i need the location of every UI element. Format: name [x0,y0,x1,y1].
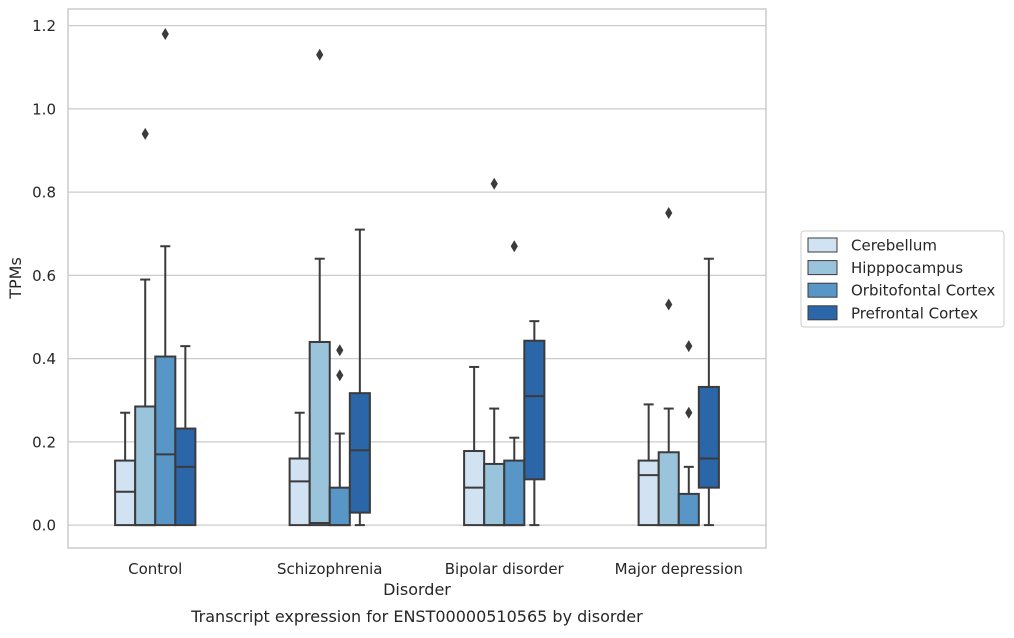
box-cerebellum [114,411,137,527]
box-cerebellum [637,403,660,527]
box-series [114,27,720,527]
legend-label: Hipppocampus [851,259,963,277]
box-hipppocampus [657,206,680,527]
box-cerebellum [288,411,311,527]
legend-swatch [807,282,838,298]
y-tick-label: 0.2 [32,433,56,451]
legend-label: Prefrontal Cortex [851,304,978,322]
box-iqr [174,427,197,527]
outlier-point [316,48,324,61]
legend-frame [800,230,1005,328]
legend-label: Cerebellum [851,237,937,255]
box-orbitofontal-cortex [503,240,526,527]
box-iqr [328,486,351,527]
legend-swatch [807,260,838,276]
legend-swatch [807,237,838,253]
box-iqr [657,451,680,527]
outlier-point [665,206,673,219]
box-iqr [348,392,371,514]
legend: Cerebellum Hipppocampus Orbitofontal Corte… [800,230,1005,328]
box-iqr [134,405,157,527]
outlier-point [161,27,169,40]
box-iqr [637,459,660,527]
box-iqr [288,457,311,527]
box-cerebellum [463,365,486,527]
box-iqr [503,459,526,527]
legend-label: Orbitofontal Cortex [851,282,995,300]
outlier-point [665,298,673,311]
box-hipppocampus [483,177,506,527]
outlier-point [685,340,693,353]
outlier-point [336,369,344,382]
box-iqr [308,340,331,527]
chart-caption: Transcript expression for ENST0000051056… [190,607,643,626]
box-iqr [483,462,506,527]
box-orbitofontal-cortex [154,27,177,527]
box-prefrontal-cortex [348,228,371,527]
y-tick-label: 1.0 [32,100,56,118]
x-tick-label: Bipolar disorder [445,560,565,578]
box-prefrontal-cortex [697,257,720,527]
outlier-point [685,406,693,419]
y-axis-ticks: 0.0 0.2 0.4 0.6 0.8 1.0 1.2 [32,17,56,534]
outlier-point [336,344,344,357]
box-iqr [677,492,700,527]
box-orbitofontal-cortex [677,340,700,527]
y-tick-label: 1.2 [32,17,56,35]
x-axis-ticks: Control Schizophrenia Bipolar disorder Majo… [128,560,743,578]
x-axis-label: Disorder [383,580,451,599]
plot-frame [67,8,767,549]
box-hipppocampus [134,127,157,527]
y-axis-label: TPMs [6,257,25,300]
box-prefrontal-cortex [523,320,546,527]
box-prefrontal-cortex [174,345,197,527]
x-tick-label: Control [128,560,182,578]
y-tick-label: 0.6 [32,267,56,285]
y-tick-label: 0.0 [32,517,56,535]
box-iqr [697,385,720,489]
box-iqr [154,355,177,527]
x-tick-label: Schizophrenia [277,560,382,578]
y-tick-label: 0.8 [32,184,56,202]
y-tick-label: 0.4 [32,350,56,368]
outlier-point [490,177,498,190]
outlier-point [510,240,518,253]
box-orbitofontal-cortex [328,344,351,527]
box-hipppocampus [308,48,331,527]
outlier-point [141,127,149,140]
legend-swatch [807,305,838,321]
x-tick-label: Major depression [615,560,743,578]
box-iqr [523,339,546,481]
box-iqr [114,459,137,527]
